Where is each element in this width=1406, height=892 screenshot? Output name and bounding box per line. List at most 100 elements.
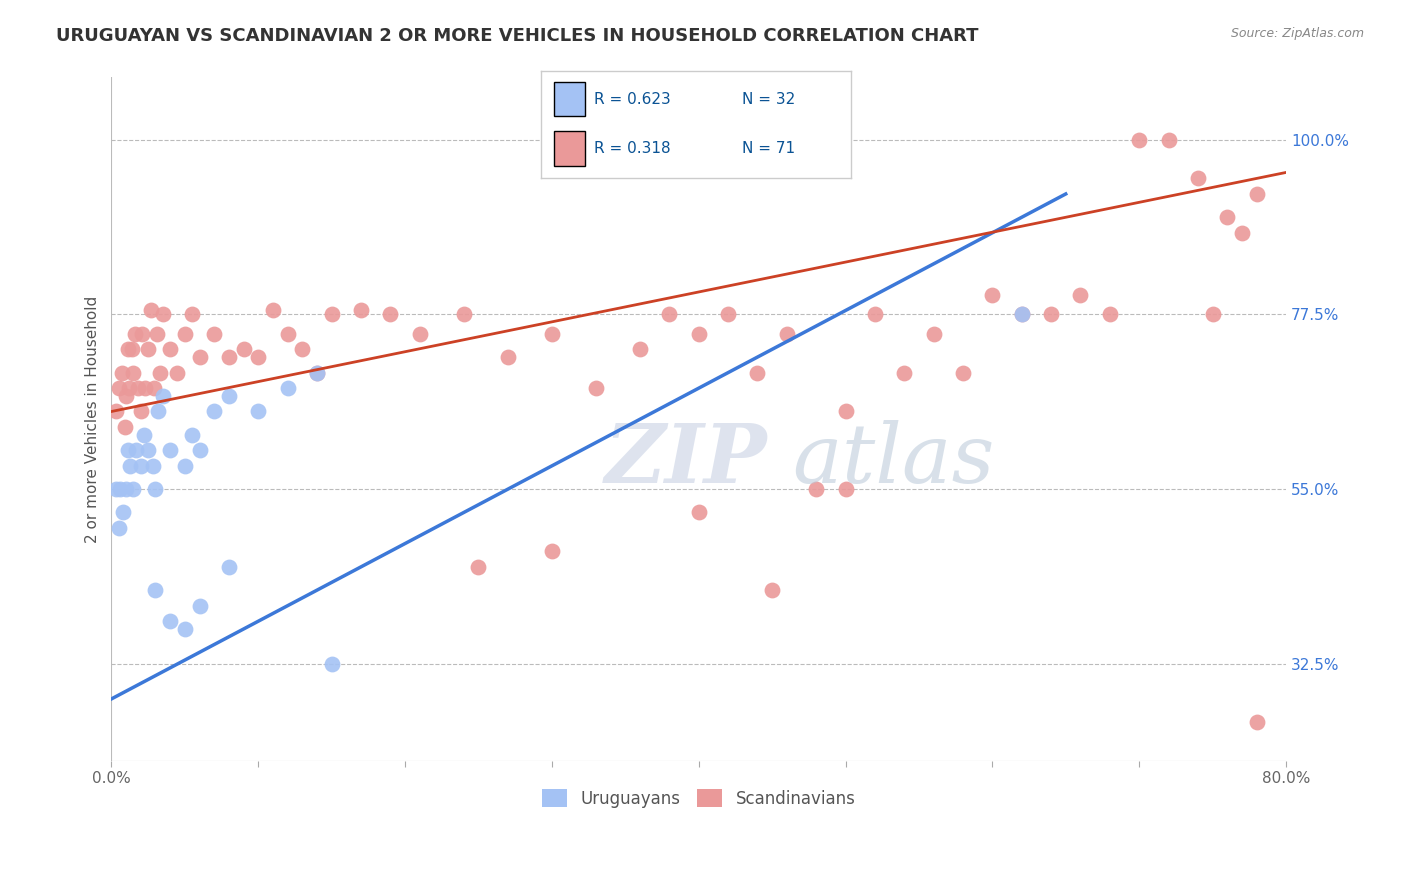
Point (453, 307, 475, 321)
Point (181, 427, 204, 442)
Point (291, 343, 314, 357)
Point (1098, 307, 1121, 321)
Point (159, 343, 181, 357)
Point (181, 307, 204, 321)
Text: Source: ZipAtlas.com: Source: ZipAtlas.com (1230, 27, 1364, 40)
Point (218, 350, 240, 364)
Point (688, 506, 710, 520)
Point (1246, 186, 1268, 201)
Point (350, 303, 373, 318)
Point (110, 482, 132, 496)
Point (136, 443, 159, 458)
Point (496, 350, 519, 364)
Point (541, 544, 564, 558)
Text: N = 71: N = 71 (742, 141, 796, 156)
Point (1069, 288, 1091, 302)
Point (277, 326, 299, 341)
Point (152, 389, 174, 403)
Point (112, 506, 135, 520)
Point (120, 458, 142, 473)
Point (380, 307, 402, 321)
Point (173, 458, 195, 473)
Text: R = 0.318: R = 0.318 (593, 141, 671, 156)
Point (218, 389, 240, 403)
Point (305, 366, 328, 380)
Point (305, 366, 328, 380)
Point (188, 443, 211, 458)
Point (218, 559, 240, 574)
Point (776, 326, 799, 341)
Point (111, 366, 134, 380)
Text: R = 0.623: R = 0.623 (593, 92, 671, 107)
Point (115, 389, 138, 403)
Point (1128, 132, 1150, 146)
Point (247, 350, 270, 364)
Point (1011, 307, 1033, 321)
Point (893, 366, 915, 380)
Point (145, 583, 167, 598)
Point (127, 381, 149, 395)
FancyBboxPatch shape (554, 131, 585, 166)
Point (134, 381, 156, 395)
Point (148, 404, 170, 418)
Point (117, 343, 139, 357)
Point (152, 307, 174, 321)
Point (277, 381, 299, 395)
Y-axis label: 2 or more Vehicles in Household: 2 or more Vehicles in Household (86, 295, 100, 543)
Point (141, 458, 163, 473)
Point (1246, 715, 1268, 730)
Point (1187, 171, 1209, 186)
Point (166, 366, 188, 380)
Point (173, 622, 195, 636)
Text: URUGUAYAN VS SCANDINAVIAN 2 OR MORE VEHICLES IN HOUSEHOLD CORRELATION CHART: URUGUAYAN VS SCANDINAVIAN 2 OR MORE VEHI… (56, 27, 979, 45)
Point (1011, 307, 1033, 321)
Point (188, 599, 211, 613)
Point (121, 343, 143, 357)
Point (981, 288, 1004, 302)
Point (232, 343, 254, 357)
Point (834, 482, 856, 496)
Point (262, 303, 284, 318)
FancyBboxPatch shape (554, 82, 585, 116)
Point (145, 482, 167, 496)
Point (541, 326, 564, 341)
Point (104, 482, 127, 496)
Point (467, 559, 489, 574)
Point (658, 307, 681, 321)
Point (129, 404, 152, 418)
Point (131, 326, 153, 341)
Point (107, 521, 129, 535)
Point (1157, 132, 1180, 146)
Point (122, 482, 145, 496)
Point (717, 307, 740, 321)
Point (159, 614, 181, 628)
Text: atlas: atlas (793, 420, 995, 500)
Point (107, 381, 129, 395)
Point (1216, 211, 1239, 225)
Text: ZIP: ZIP (605, 420, 768, 500)
Point (585, 381, 607, 395)
Point (125, 443, 148, 458)
Point (202, 326, 225, 341)
Point (122, 366, 145, 380)
Point (117, 443, 139, 458)
Point (804, 482, 827, 496)
Point (118, 381, 141, 395)
Point (247, 404, 270, 418)
Point (202, 404, 225, 418)
Point (628, 343, 651, 357)
Point (149, 366, 172, 380)
Point (863, 307, 886, 321)
Point (1201, 307, 1223, 321)
Point (104, 404, 127, 418)
Point (129, 458, 152, 473)
Point (321, 657, 343, 671)
Point (188, 350, 211, 364)
Point (159, 443, 181, 458)
Point (139, 303, 162, 318)
Point (173, 326, 195, 341)
Point (114, 420, 136, 434)
Point (115, 482, 138, 496)
Point (922, 326, 945, 341)
Point (688, 326, 710, 341)
